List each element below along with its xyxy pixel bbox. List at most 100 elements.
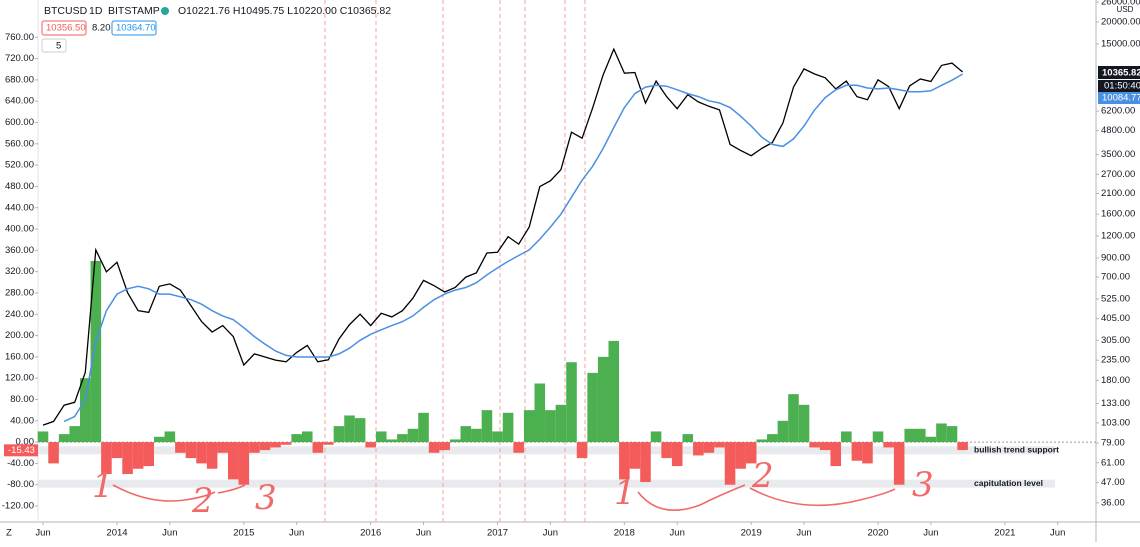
oscillator-bar [788, 394, 799, 443]
y-tick-label: 640.00 [5, 96, 34, 107]
oscillator-bar [37, 431, 49, 443]
x-tick-label: Jun [923, 528, 938, 539]
ma-value: 10084.77 [1102, 93, 1140, 104]
x-tick-label: Jun [35, 528, 50, 539]
oscillator-bar [79, 378, 91, 443]
oscillator-bar [925, 436, 937, 443]
oscillator-bar [936, 423, 947, 443]
x-tick-label: 2019 [741, 528, 762, 539]
indicator-count: 5 [56, 41, 61, 52]
oscillator-bar [217, 442, 228, 453]
last-price-tag [1098, 66, 1140, 79]
oscillator-bar [904, 428, 916, 443]
y2-tick-label: 20000.00 [1101, 17, 1140, 28]
y2-tick-label: 900.00 [1101, 252, 1130, 263]
x-tick-label: 2014 [106, 528, 127, 539]
oscillator-bar [90, 261, 102, 443]
oscillator-bar [862, 442, 873, 464]
y2-tick-label: 305.00 [1101, 335, 1130, 346]
y-tick-label: 160.00 [5, 351, 34, 362]
y-tick-label: -120.00 [2, 501, 34, 512]
oscillator-bar [344, 415, 355, 443]
y2-tick-label: 15000.00 [1101, 38, 1140, 49]
y2-tick-label: 2100.00 [1101, 188, 1135, 199]
y2-tick-label: 61.00 [1101, 457, 1125, 468]
oscillator-bar [185, 442, 197, 459]
oscillator-bar [206, 442, 218, 469]
indicators-toggle[interactable] [41, 38, 67, 53]
interval: 1D [89, 5, 103, 17]
oscillator-bar [629, 442, 641, 469]
x-tick-label: Jun [670, 528, 685, 539]
y2-tick-label: 1200.00 [1101, 231, 1135, 242]
oscillator-bar [703, 442, 715, 453]
oscillator-bar [249, 442, 260, 453]
ask-box[interactable] [111, 20, 157, 36]
oscillator-bar [915, 428, 926, 443]
oscillator-bar [798, 404, 810, 443]
oscillator-bar [777, 420, 789, 443]
x-tick-label: Jun [289, 528, 304, 539]
price-line [42, 47, 964, 426]
hand-label: 2 [191, 481, 214, 521]
level-label: capitulation level [974, 478, 1043, 488]
y2-tick-label: 6200.00 [1101, 106, 1135, 117]
symbol: BTCUSD [44, 5, 88, 17]
level-label: bullish trend support [974, 445, 1059, 455]
y2-tick-label: 47.00 [1101, 477, 1125, 488]
oscillator-bar [69, 426, 80, 443]
x-tick-label: Jun [796, 528, 811, 539]
y-tick-label: 200.00 [5, 330, 34, 341]
oscillator-bar [312, 442, 324, 453]
oscillator-bar [164, 431, 176, 443]
oscillator-bar [143, 442, 154, 467]
level-tag-text: -15.43 [8, 445, 35, 456]
oscillator-bar [238, 442, 250, 485]
y2-tick-label: 103.00 [1101, 417, 1130, 428]
y-tick-label: 480.00 [5, 181, 34, 192]
oscillator-bar [513, 442, 524, 453]
oscillator-bar [523, 410, 535, 443]
oscillator-bar [851, 442, 863, 461]
y2-tick-label: 180.00 [1101, 375, 1130, 386]
oscillator-bar [333, 426, 345, 443]
oscillator-bar [460, 426, 472, 443]
oscillator-bar [502, 412, 514, 443]
oscillator-bar [492, 431, 503, 443]
y-tick-label: 520.00 [5, 160, 34, 171]
oscillator-bar [196, 442, 207, 464]
y2-tick-label: 2700.00 [1101, 169, 1135, 180]
y2-tick-label: 4800.00 [1101, 125, 1135, 136]
oscillator-bar [375, 431, 387, 443]
oscillator-bar [957, 442, 968, 451]
oscillator-bar [323, 442, 334, 445]
oscillator-bar [872, 431, 884, 443]
oscillator-bar [439, 442, 450, 451]
oscillator-bar [397, 434, 408, 443]
curve [112, 484, 216, 502]
x-tick-label: Jun [543, 528, 558, 539]
y-tick-label: 680.00 [5, 74, 34, 85]
hand-label: 1 [614, 473, 636, 513]
oscillator-bar [883, 442, 894, 448]
oscillator-bar [545, 410, 556, 443]
bid-box[interactable] [41, 20, 87, 36]
y-tick-label: -40.00 [7, 458, 34, 469]
y2-tick-label: 525.00 [1101, 293, 1130, 304]
oscillator-bar [301, 431, 313, 443]
oscillator-bar [111, 442, 123, 459]
oscillator-bar [767, 434, 778, 443]
spread: 8.20 [92, 23, 111, 34]
y2-tick-label: 26000.00 [1101, 0, 1140, 8]
oscillator-bar [280, 442, 292, 445]
oscillator-bar [48, 442, 59, 464]
y-tick-label: -80.00 [7, 479, 34, 490]
oscillator-bar [830, 442, 842, 467]
y-tick-label: 40.00 [10, 415, 34, 426]
oscillator-bar [650, 431, 662, 443]
exchange: BITSTAMP [108, 5, 160, 17]
oscillator-bar [587, 372, 598, 443]
y-tick-label: 720.00 [5, 53, 34, 64]
y-tick-label: 440.00 [5, 202, 34, 213]
